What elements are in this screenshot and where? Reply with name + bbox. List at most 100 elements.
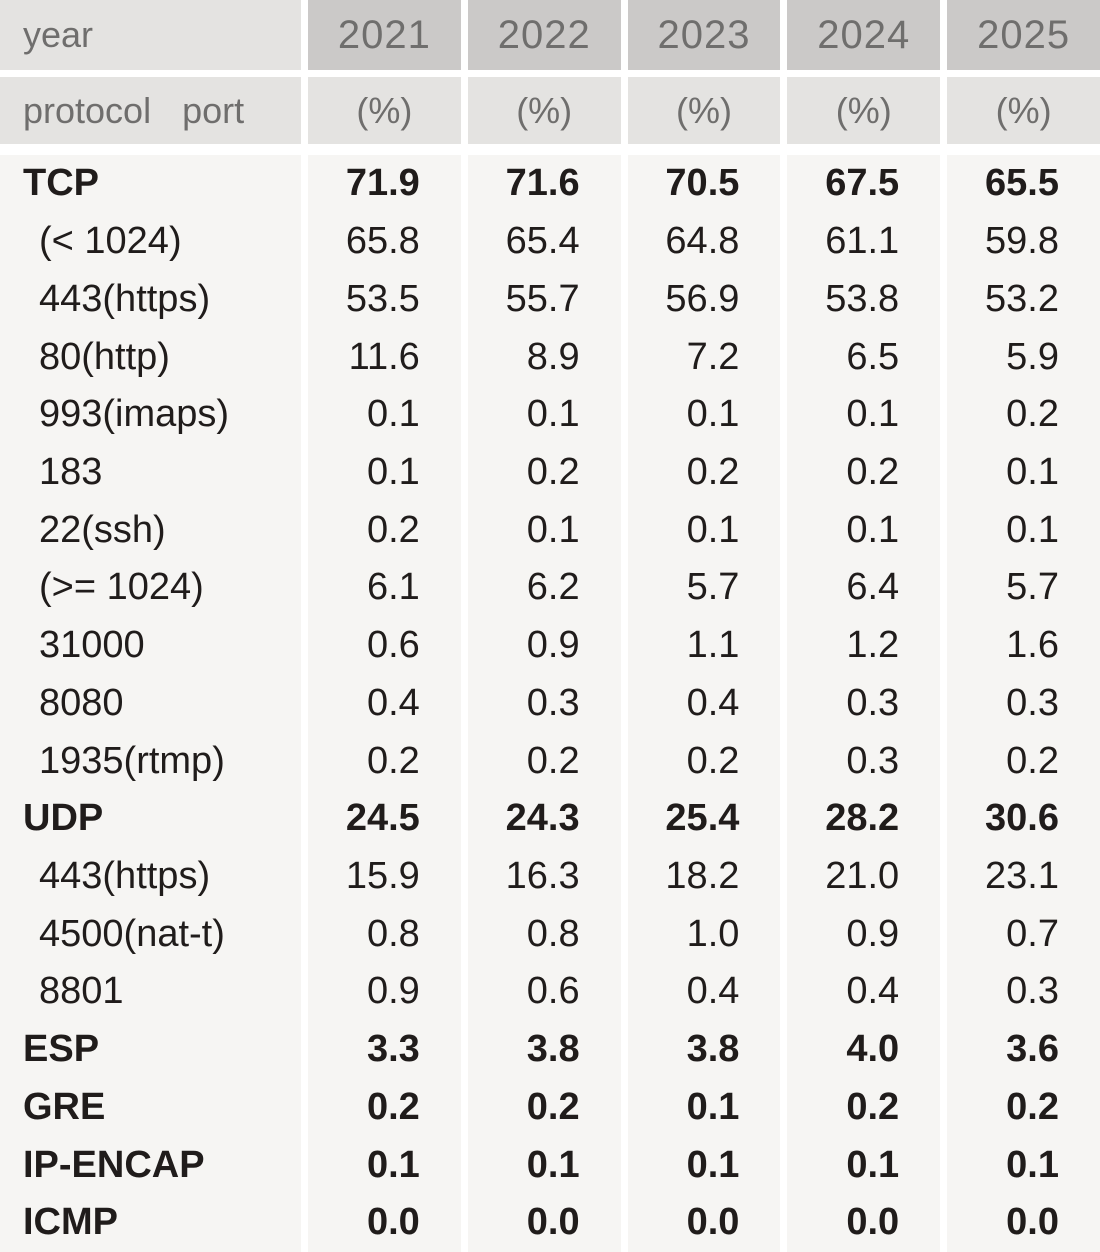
value-cell: 0.4 xyxy=(627,674,781,733)
value-cell: 21.0 xyxy=(787,847,941,906)
value-cell: 0.1 xyxy=(627,385,781,444)
value-cell: 0.2 xyxy=(308,501,461,560)
year-column-header: 2021 xyxy=(308,0,461,70)
value-cell: 1.6 xyxy=(947,616,1100,675)
value-cell: 0.2 xyxy=(787,443,941,502)
value-cell: 71.9 xyxy=(308,155,461,213)
unit-header-cell: (%) xyxy=(947,77,1100,144)
value-cell: 15.9 xyxy=(308,847,461,906)
value-cell: 0.3 xyxy=(947,674,1100,733)
value-cell: 55.7 xyxy=(467,270,621,329)
value-cell: 6.5 xyxy=(787,328,941,386)
port-row-label: 8080 xyxy=(0,674,301,733)
port-row-label: 993(imaps) xyxy=(0,385,301,444)
year-header-label: year xyxy=(23,14,94,55)
value-cell: 0.9 xyxy=(787,905,941,964)
port-row-label: (>= 1024) xyxy=(0,559,301,617)
port-row-label: (< 1024) xyxy=(0,212,301,271)
value-cell: 0.1 xyxy=(787,1136,941,1194)
value-cell: 5.7 xyxy=(627,559,781,617)
port-row-label: 8801 xyxy=(0,963,301,1021)
value-cell: 1.1 xyxy=(627,616,781,675)
value-cell: 0.2 xyxy=(467,1078,621,1137)
value-cell: 25.4 xyxy=(627,789,781,848)
value-cell: 0.0 xyxy=(467,1193,621,1252)
value-cell: 0.1 xyxy=(627,1136,781,1194)
value-cell: 0.3 xyxy=(947,963,1100,1021)
value-cell: 0.2 xyxy=(627,732,781,790)
value-cell: 0.1 xyxy=(787,385,941,444)
year-column-header: 2025 xyxy=(947,0,1100,70)
value-cell: 5.7 xyxy=(947,559,1100,617)
value-cell: 71.6 xyxy=(467,155,621,213)
value-cell: 6.1 xyxy=(308,559,461,617)
port-row-label: 1935(rtmp) xyxy=(0,732,301,790)
value-cell: 0.0 xyxy=(787,1193,941,1252)
value-cell: 0.0 xyxy=(627,1193,781,1252)
port-header-label: port xyxy=(182,89,245,131)
value-cell: 0.1 xyxy=(467,385,621,444)
value-cell: 11.6 xyxy=(308,328,461,386)
value-cell: 0.1 xyxy=(947,1136,1100,1194)
value-cell: 16.3 xyxy=(467,847,621,906)
port-row-label: 80(http) xyxy=(0,328,301,386)
port-row-label: 443(https) xyxy=(0,270,301,329)
value-cell: 30.6 xyxy=(947,789,1100,848)
value-cell: 1.0 xyxy=(627,905,781,964)
port-row-label: 4500(nat-t) xyxy=(0,905,301,964)
value-cell: 24.5 xyxy=(308,789,461,848)
value-cell: 0.3 xyxy=(787,732,941,790)
value-cell: 65.4 xyxy=(467,212,621,271)
value-cell: 56.9 xyxy=(627,270,781,329)
port-row-label: 443(https) xyxy=(0,847,301,906)
value-cell: 0.2 xyxy=(787,1078,941,1137)
port-row-label: 31000 xyxy=(0,616,301,675)
value-cell: 0.4 xyxy=(787,963,941,1021)
unit-header-cell: (%) xyxy=(467,77,621,144)
value-cell: 0.8 xyxy=(308,905,461,964)
value-cell: 65.8 xyxy=(308,212,461,271)
value-cell: 0.0 xyxy=(947,1193,1100,1252)
value-cell: 0.1 xyxy=(787,501,941,560)
year-column-header: 2023 xyxy=(627,0,781,70)
value-cell: 0.3 xyxy=(467,674,621,733)
value-cell: 3.6 xyxy=(947,1020,1100,1079)
port-row-label: 183 xyxy=(0,443,301,502)
value-cell: 0.2 xyxy=(627,443,781,502)
port-row-label: 22(ssh) xyxy=(0,501,301,560)
unit-header-cell: (%) xyxy=(308,77,461,144)
value-cell: 0.8 xyxy=(467,905,621,964)
value-cell: 5.9 xyxy=(947,328,1100,386)
value-cell: 0.4 xyxy=(627,963,781,1021)
value-cell: 0.1 xyxy=(947,443,1100,502)
value-cell: 0.1 xyxy=(627,1078,781,1137)
value-cell: 0.9 xyxy=(467,616,621,675)
protocol-header-label: protocol xyxy=(23,89,152,131)
unit-header-cell: (%) xyxy=(627,77,781,144)
protocol-port-header-cell: protocol port xyxy=(0,77,301,144)
value-cell: 0.6 xyxy=(308,616,461,675)
value-cell: 0.1 xyxy=(308,385,461,444)
value-cell: 65.5 xyxy=(947,155,1100,213)
value-cell: 3.3 xyxy=(308,1020,461,1079)
protocol-row-label: GRE xyxy=(0,1078,301,1137)
protocol-port-header-row: protocol port (%) (%) (%) (%) (%) xyxy=(0,77,1100,144)
value-cell: 53.5 xyxy=(308,270,461,329)
value-cell: 67.5 xyxy=(787,155,941,213)
value-cell: 0.1 xyxy=(627,501,781,560)
value-cell: 0.4 xyxy=(308,674,461,733)
year-column-header: 2022 xyxy=(467,0,621,70)
value-cell: 3.8 xyxy=(467,1020,621,1079)
value-cell: 4.0 xyxy=(787,1020,941,1079)
value-cell: 61.1 xyxy=(787,212,941,271)
value-cell: 0.2 xyxy=(947,732,1100,790)
protocol-row-label: UDP xyxy=(0,789,301,848)
value-cell: 0.1 xyxy=(467,1136,621,1194)
unit-header-cell: (%) xyxy=(787,77,941,144)
value-cell: 3.8 xyxy=(627,1020,781,1079)
value-cell: 8.9 xyxy=(467,328,621,386)
value-cell: 0.1 xyxy=(947,501,1100,560)
value-cell: 0.2 xyxy=(947,385,1100,444)
value-cell: 23.1 xyxy=(947,847,1100,906)
protocol-row-label: IP-ENCAP xyxy=(0,1136,301,1194)
